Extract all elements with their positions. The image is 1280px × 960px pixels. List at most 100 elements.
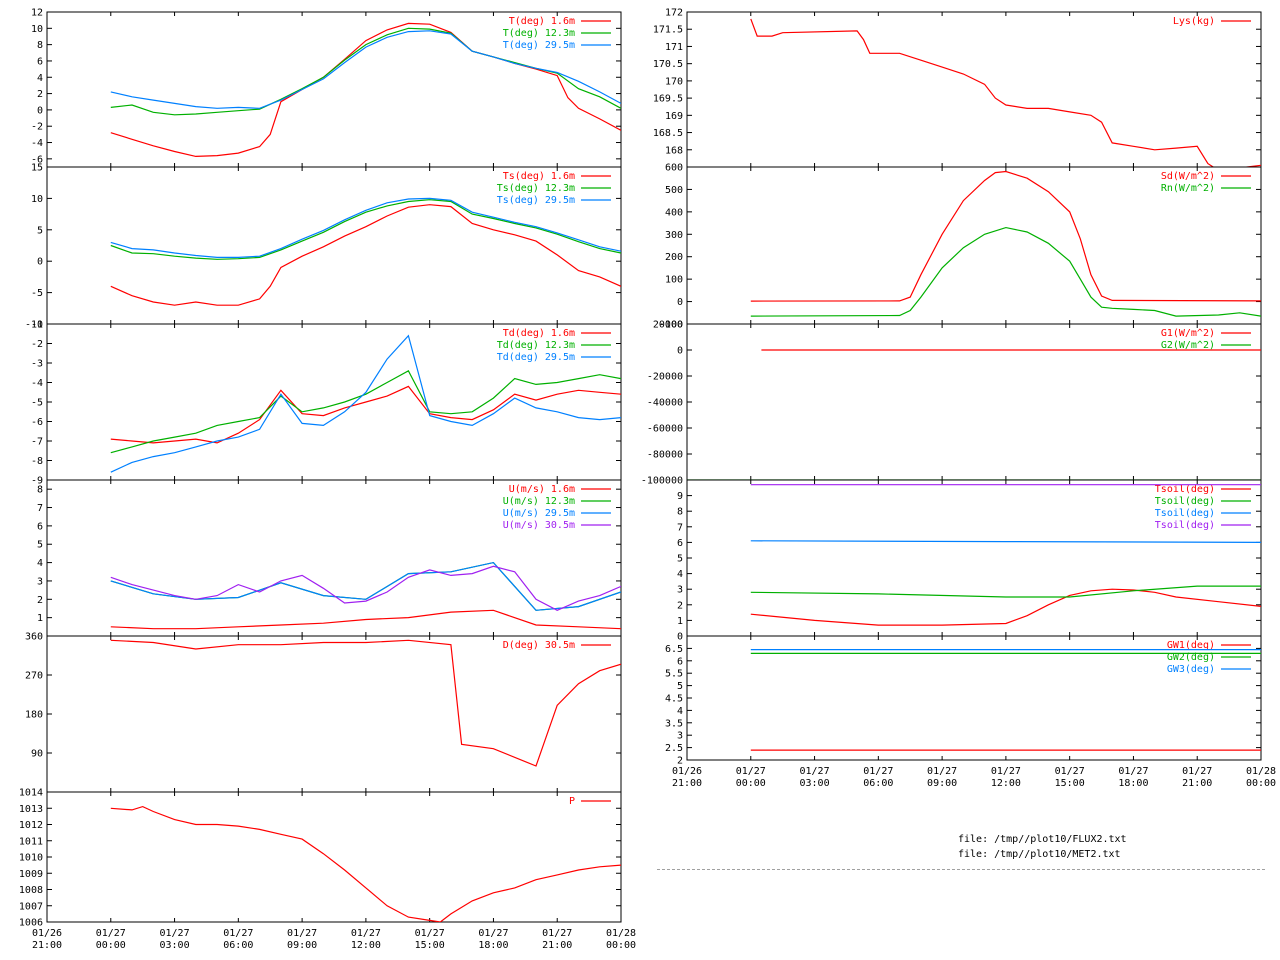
legend-label: Td(deg) 1.6m — [503, 328, 575, 339]
legend-label: Tsoil(deg) — [1155, 520, 1215, 531]
y-tick-label: -2 — [31, 122, 43, 133]
y-tick-label: 3.5 — [665, 718, 683, 729]
y-tick-label: 169 — [665, 111, 683, 122]
panel-pressure: 1006 1007 1008 1009 1010 1011 1012 1013 1014 01/2… — [19, 788, 636, 952]
x-tick-label-time: 06:00 — [863, 778, 893, 789]
x-tick-label-time: 03:00 — [160, 940, 190, 951]
x-tick-label-date: 01/27 — [415, 928, 445, 939]
y-tick-label: -1 — [31, 320, 43, 331]
y-tick-label: 5.5 — [665, 669, 683, 680]
series-line-radiation-0 — [750, 170, 1261, 302]
x-tick-label-date: 01/27 — [478, 928, 508, 939]
y-tick-label: 600 — [665, 163, 683, 174]
y-tick-label: 500 — [665, 185, 683, 196]
y-tick-label: 6 — [37, 56, 43, 67]
x-tick-label-date: 01/27 — [736, 766, 766, 777]
x-tick-label-time: 00:00 — [606, 940, 636, 951]
y-tick-label: 2 — [37, 595, 43, 606]
y-tick-label: -80000 — [647, 450, 683, 461]
y-tick-label: 1 — [37, 613, 43, 624]
y-tick-label: 3 — [677, 585, 683, 596]
panel-wind-dir: 90 180 270 360 D(deg) 30.5m — [25, 632, 622, 793]
x-tick-label-date: 01/27 — [1182, 766, 1212, 777]
y-tick-label: -4 — [31, 138, 43, 149]
x-tick-label-time: 21:00 — [1182, 778, 1212, 789]
panel-soil-temp: 0123456789Tsoil(deg)Tsoil(deg)Tsoil(deg)… — [677, 479, 1262, 643]
series-line-soil-temp-1 — [750, 585, 1261, 598]
series-line-wind-speed-3 — [110, 565, 621, 611]
y-tick-label: 10 — [31, 194, 43, 205]
y-tick-label: 2 — [677, 756, 683, 767]
legend-label: Ts(deg) 12.3m — [497, 183, 575, 194]
y-tick-label: 10 — [31, 24, 43, 35]
x-tick-label-time: 21:00 — [542, 940, 572, 951]
legend-label: Tsoil(deg) — [1155, 496, 1215, 507]
x-tick-label-time: 03:00 — [800, 778, 830, 789]
plot-frame — [46, 791, 622, 923]
y-tick-label: -9 — [31, 476, 43, 487]
y-tick-label: 1014 — [19, 788, 43, 799]
legend-label: U(m/s) 1.6m — [509, 484, 575, 495]
panel-temp: -6 -4 -2 0 2 4 6 8 10 12 T(deg) 1.6mT(deg) 12.3mT(… — [31, 8, 622, 168]
series-line-temp-0 — [110, 22, 621, 158]
legend-label: Td(deg) 29.5m — [497, 352, 575, 363]
legend-label: Sd(W/m^2) — [1161, 171, 1215, 182]
series-line-temp-2 — [110, 30, 621, 109]
y-tick-label: -100000 — [641, 476, 683, 487]
y-tick-label: 15 — [31, 163, 43, 174]
y-tick-label: 6 — [677, 656, 683, 667]
legend-label: GW1(deg) — [1167, 640, 1215, 651]
legend-label: U(m/s) 29.5m — [503, 508, 575, 519]
x-tick-label-date: 01/27 — [351, 928, 381, 939]
y-tick-label: -40000 — [647, 398, 683, 409]
y-tick-label: 4 — [677, 569, 683, 580]
y-tick-label: 0 — [677, 297, 683, 308]
y-tick-label: 6.5 — [665, 644, 683, 655]
legend-label: U(m/s) 30.5m — [503, 520, 575, 531]
y-tick-label: 2 — [677, 600, 683, 611]
y-tick-label: 300 — [665, 230, 683, 241]
x-tick-label-time: 00:00 — [736, 778, 766, 789]
x-tick-label-time: 18:00 — [478, 940, 508, 951]
y-tick-label: -5 — [31, 398, 43, 409]
panel-groundwater: 22.533.544.555.566.501/2621:0001/2700:00… — [665, 635, 1276, 789]
y-tick-label: 4 — [37, 73, 43, 84]
y-tick-label: 12 — [31, 8, 43, 19]
series-line-wind-dir-0 — [110, 639, 621, 767]
y-tick-label: -6 — [31, 417, 43, 428]
y-tick-label: 180 — [25, 710, 43, 721]
y-tick-label: 6 — [677, 538, 683, 549]
legend-label: U(m/s) 12.3m — [503, 496, 575, 507]
x-tick-label-time: 21:00 — [672, 778, 702, 789]
x-tick-label-time: 06:00 — [223, 940, 253, 951]
y-tick-label: 200 — [665, 252, 683, 263]
y-tick-label: 172 — [665, 8, 683, 19]
y-tick-label: 7 — [677, 522, 683, 533]
y-tick-label: -60000 — [647, 424, 683, 435]
x-tick-label-time: 15:00 — [1055, 778, 1085, 789]
y-tick-label: 2 — [37, 89, 43, 100]
legend-label: D(deg) 30.5m — [503, 640, 575, 651]
legend-label: Ts(deg) 1.6m — [503, 171, 575, 182]
x-tick-label-date: 01/27 — [96, 928, 126, 939]
y-tick-label: 5 — [677, 681, 683, 692]
series-line-pressure-0 — [110, 805, 621, 922]
series-line-wind-speed-0 — [110, 609, 621, 630]
x-tick-label-date: 01/26 — [672, 766, 702, 777]
series-line-radiation-1 — [750, 226, 1261, 317]
legend-label: G1(W/m^2) — [1161, 328, 1215, 339]
x-tick-label-date: 01/27 — [1055, 766, 1085, 777]
y-tick-label: -4 — [31, 378, 43, 389]
y-tick-label: 360 — [25, 632, 43, 643]
y-tick-label: 4.5 — [665, 694, 683, 705]
x-tick-label-date: 01/28 — [606, 928, 636, 939]
y-tick-label: 171.5 — [653, 25, 683, 36]
y-tick-label: 6 — [37, 521, 43, 532]
series-line-dewpoint-0 — [110, 385, 621, 444]
y-tick-label: 170.5 — [653, 59, 683, 70]
series-line-soil-temp-2 — [750, 540, 1261, 544]
y-tick-label: 1007 — [19, 901, 43, 912]
